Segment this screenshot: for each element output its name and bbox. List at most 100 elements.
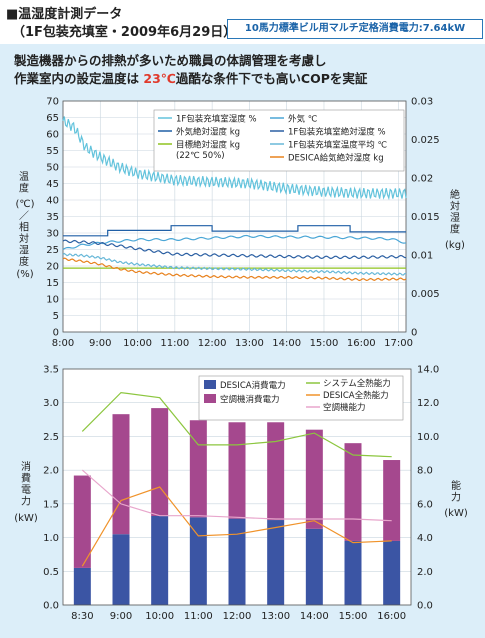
- chart1-y-left-label-b-char: 相: [19, 221, 29, 234]
- chart1-y-right-tick: 0.03: [411, 97, 433, 108]
- chart1-y-left-tick: 65: [46, 113, 59, 124]
- rated-power-badge: 10馬力標準ビル用マルチ定格消費電力:7.64kW: [227, 19, 483, 39]
- chart2-bar-desica-power: [305, 528, 323, 605]
- chart1-y-right-tick: 0.01: [411, 251, 433, 262]
- chart2-y-left-tick: 0.0: [43, 601, 59, 612]
- chart2-legend-label: システム全熱能力: [323, 378, 391, 389]
- chart2-y-right-tick: 4.0: [417, 533, 433, 544]
- chart2-bar-ac-power: [112, 414, 130, 535]
- chart1-legend-label: 1F包装充填室湿度 %: [176, 114, 257, 125]
- chart2-bar-ac-power: [344, 443, 362, 541]
- chart1-x-tick: 17:00: [384, 338, 413, 349]
- chart1-y-left-label-a-char: 度: [19, 182, 29, 195]
- chart2-line-system-capacity: [81, 391, 392, 458]
- chart1-x-tick: 9:00: [89, 338, 111, 349]
- chart1-y-right-tick: 0.02: [411, 174, 433, 185]
- chart2-y-left-label-char: 電: [21, 484, 31, 496]
- chart1-series-desica_abs: [62, 257, 407, 282]
- chart2-x-tick: 16:00: [377, 611, 406, 622]
- chart1-series-outdoor_abs: [63, 225, 406, 237]
- panel-heading-line-2: 作業室内の設定温度は 23℃過酷な条件下でも高いCOPを実証: [14, 68, 367, 87]
- chart2-y-left-label-unit: (kW): [14, 513, 38, 524]
- chart1-y-right-tick: 0.005: [411, 289, 440, 300]
- chart2-x-tick: 12:00: [223, 611, 252, 622]
- chart2-bar-ac-power: [189, 420, 207, 518]
- chart1-y-left-tick: 55: [46, 146, 59, 157]
- chart2-bar-ac-power: [151, 408, 169, 516]
- chart1-y-right-label-char: 度: [450, 223, 460, 236]
- chart1-y-left-label-b-char: ／: [19, 210, 29, 222]
- chart2-x-tick: 15:00: [339, 611, 368, 622]
- chart1-y-right-label-unit: (kg): [445, 240, 465, 251]
- chart1-y-left-tick: 45: [46, 179, 59, 190]
- chart1-y-left-tick: 70: [46, 97, 59, 108]
- chart1-x-tick: 10:00: [123, 338, 152, 349]
- chart2-x-tick: 13:00: [261, 611, 290, 622]
- chart1-x-tick: 14:00: [272, 338, 301, 349]
- chart1-y-left-tick: 10: [46, 295, 59, 306]
- chart1-y-left-tick: 30: [46, 229, 59, 240]
- chart1-legend-label: (22℃ 50%): [176, 151, 225, 161]
- chart1-y-left-tick: 40: [46, 196, 59, 207]
- chart2-y-left-label-char: 費: [21, 472, 31, 485]
- chart2-y-right-tick: 14.0: [417, 365, 439, 376]
- chart1-y-left-tick: 0: [53, 328, 59, 339]
- chart2-bar-ac-power: [73, 475, 91, 568]
- chart2-y-right-tick: 0.0: [417, 601, 433, 612]
- chart1-y-left-label-unit2: (%): [16, 269, 33, 280]
- chart2-bar-desica-power: [228, 518, 246, 605]
- chart1-legend-label: 1F包装充填室絶対湿度 %: [288, 127, 386, 138]
- chart2-bar-desica-power: [344, 540, 362, 605]
- chart2-x-tick: 14:00: [300, 611, 329, 622]
- chart1-y-left-label-unit: (℃): [15, 199, 34, 210]
- chart1-legend-label: 目標絶対湿度 kg: [176, 140, 240, 151]
- chart1-y-left-tick: 25: [46, 245, 59, 256]
- chart2-y-right-label: 能力: [451, 479, 461, 504]
- page-subtitle: （1F包装充填室・2009年6月29日）: [12, 25, 237, 40]
- chart1-x-tick: 8:00: [52, 338, 74, 349]
- chart1-series-outdoor_temp: [62, 234, 407, 251]
- panel-heading-line-1: 製造機器からの排熱が多いため職員の体調管理を考慮し: [14, 53, 327, 68]
- chart1-x-tick: 15:00: [310, 338, 339, 349]
- chart2-y-left-tick: 3.5: [43, 365, 59, 376]
- chart2-legend-label: 空調機消費電力: [220, 394, 280, 405]
- chart2-legend-label: DESICA全熱能力: [323, 390, 389, 401]
- chart1-y-left-label-b-char: 度: [19, 255, 29, 268]
- chart1-series-room_temp: [62, 252, 407, 276]
- chart2-legend-swatch: [204, 394, 216, 403]
- chart2-y-left-tick: 3.0: [43, 398, 59, 409]
- chart2-y-left-tick: 2.0: [43, 466, 59, 477]
- chart2-bar-ac-power: [267, 422, 285, 521]
- chart1-series-room_rh: [62, 116, 407, 201]
- chart2-bar-desica-power: [189, 517, 207, 605]
- chart2-x-tick: 8:30: [71, 611, 93, 622]
- chart2-y-right-tick: 12.0: [417, 398, 439, 409]
- chart2-y-left-tick: 0.5: [43, 567, 59, 578]
- chart1-y-left-label-b-char: 対: [19, 232, 29, 245]
- chart1-legend-box: [153, 109, 405, 172]
- chart1-y-right-label: 絶対湿度: [450, 188, 460, 236]
- chart1-y-left-tick: 60: [46, 130, 59, 141]
- heading-text-pre: 作業室内の設定温度は: [14, 71, 140, 86]
- chart2-bar-desica-power: [383, 540, 401, 605]
- chart2-bar-ac-power: [305, 429, 323, 529]
- chart2-bar-desica-power: [73, 567, 91, 605]
- chart1-legend: 1F包装充填室湿度 % 外気絶対湿度 kg 目標絶対湿度 kg(22℃ 50%) 外気…: [153, 109, 405, 172]
- chart1-y-right-label-char: 対: [450, 200, 460, 213]
- chart1-y-left-tick: 5: [53, 311, 59, 322]
- chart1-y-right-tick: 0.025: [411, 135, 440, 146]
- chart2-y-right-tick: 2.0: [417, 567, 433, 578]
- chart1-legend-label: 外気 ℃: [288, 114, 318, 125]
- chart2-y-left-label-char: 消: [21, 460, 31, 473]
- chart1-y-left-label-a-char: 温: [19, 171, 29, 183]
- chart1-legend-label: DESICA給気絶対湿度 kg: [288, 153, 384, 164]
- chart2-legend-label: DESICA消費電力: [220, 380, 286, 391]
- chart2-line-ac-capacity: [81, 469, 392, 522]
- chart2-bar-ac-power: [228, 422, 246, 519]
- chart2-line-desica-capacity: [81, 486, 392, 567]
- chart1-y-left-label-a: 温度: [19, 171, 29, 195]
- chart2-bar-desica-power: [151, 515, 169, 605]
- heading-set-temperature: 23℃: [143, 71, 176, 86]
- chart2-y-left-label-char: 力: [21, 495, 31, 508]
